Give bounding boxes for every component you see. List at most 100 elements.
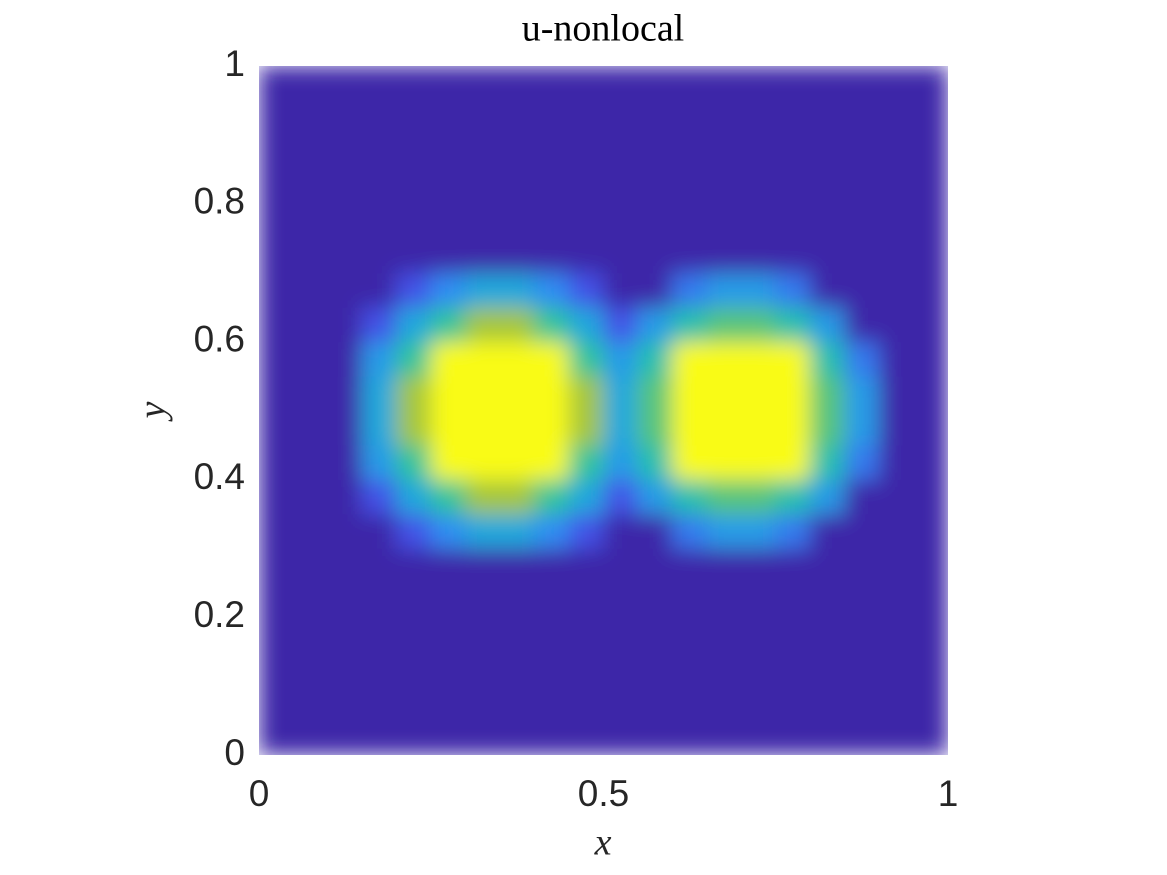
heatmap-cell [465, 237, 501, 274]
heatmap-cell [809, 375, 846, 411]
heatmap-cell [430, 651, 467, 687]
heatmap-cell [568, 616, 604, 653]
heatmap-cell [259, 375, 294, 411]
heatmap-cell [637, 513, 673, 549]
heatmap-cell [809, 306, 846, 343]
heatmap-cell [844, 99, 880, 136]
heatmap-cell [430, 99, 467, 136]
heatmap-cell [534, 410, 570, 446]
heatmap-cell [259, 513, 294, 549]
heatmap-cell [396, 306, 432, 343]
heatmap-cell [327, 168, 363, 205]
heatmap-cell [878, 375, 915, 411]
heatmap-cell [637, 66, 673, 101]
heatmap-cell [465, 306, 501, 343]
heatmap-cell [465, 547, 501, 584]
heatmap-cell [740, 685, 777, 722]
heatmap-cell [671, 513, 708, 549]
y-tick-label: 0 [224, 732, 245, 773]
heatmap-cell [740, 582, 777, 618]
heatmap-cell [327, 720, 363, 755]
heatmap-cell [671, 66, 708, 101]
heatmap-cell [327, 341, 363, 377]
heatmap-cell [809, 685, 846, 722]
y-tick-label: 1 [224, 43, 245, 84]
heatmap-cell [361, 513, 398, 549]
heatmap-cell [499, 513, 536, 549]
y-tick-label: 0.8 [194, 181, 245, 222]
heatmap-cell [465, 513, 501, 549]
axes: 0 0.5 1 0 0.2 0.4 0.6 0.8 1 [194, 43, 959, 814]
heatmap-cell [844, 513, 880, 549]
heatmap-cell [465, 651, 501, 687]
heatmap-cell [809, 168, 846, 205]
heatmap-cell [430, 444, 467, 480]
heatmap-cell [292, 410, 329, 446]
heatmap-cell [844, 685, 880, 722]
heatmap-cell [775, 444, 811, 480]
heatmap-cell [568, 444, 604, 480]
heatmap-cell [671, 375, 708, 411]
heatmap-cell [361, 651, 398, 687]
heatmap-cell [327, 375, 363, 411]
heatmap-cell [809, 720, 846, 755]
heatmap-cell [844, 203, 880, 239]
heatmap-cell [292, 306, 329, 343]
heatmap-cell [361, 203, 398, 239]
heatmap-cell [534, 513, 570, 549]
heatmap-cell [361, 375, 398, 411]
heatmap-cell [568, 168, 604, 205]
heatmap-cell [775, 341, 811, 377]
heatmap-cell [637, 410, 673, 446]
heatmap-cell [568, 66, 604, 101]
heatmap-cell [430, 66, 467, 101]
heatmap-cell [775, 272, 811, 308]
heatmap-cell [292, 203, 329, 239]
heatmap-cell [603, 134, 639, 170]
heatmap-cell [361, 720, 398, 755]
heatmap-cell [809, 444, 846, 480]
x-axis-label: x [594, 822, 612, 864]
heatmap-cell [913, 203, 948, 239]
heatmap-cell [568, 582, 604, 618]
heatmap-cell [637, 547, 673, 584]
heatmap-cell [568, 237, 604, 274]
heatmap-cell [809, 341, 846, 377]
heatmap-cell [706, 66, 742, 101]
heatmap-cell [259, 203, 294, 239]
heatmap-cell [396, 685, 432, 722]
heatmap-cell [878, 341, 915, 377]
heatmap-cell [671, 685, 708, 722]
heatmap-cell [361, 478, 398, 515]
heatmap-cell [430, 582, 467, 618]
heatmap-cell [913, 720, 948, 755]
heatmap-cell [809, 547, 846, 584]
heatmap-cell [706, 341, 742, 377]
heatmap-cell [671, 341, 708, 377]
heatmap-cell [740, 99, 777, 136]
heatmap-cell [637, 272, 673, 308]
heatmap-cell [706, 134, 742, 170]
heatmap-cell [430, 272, 467, 308]
heatmap-cell [568, 513, 604, 549]
heatmap-cell [534, 203, 570, 239]
heatmap-cell [568, 410, 604, 446]
heatmap-cell [740, 237, 777, 274]
heatmap-cell [878, 616, 915, 653]
heatmap-cell [637, 651, 673, 687]
heatmap-cell [534, 168, 570, 205]
heatmap-cell [396, 444, 432, 480]
heatmap-cell [396, 582, 432, 618]
chart-title: u-nonlocal [522, 8, 685, 50]
heatmap-cell [878, 237, 915, 274]
x-tick-label: 1 [938, 773, 959, 814]
heatmap-cell [361, 237, 398, 274]
heatmap-cell [603, 444, 639, 480]
heatmap-cell [396, 478, 432, 515]
heatmap-cell [396, 134, 432, 170]
heatmap-cell [534, 547, 570, 584]
heatmap-cell [844, 237, 880, 274]
heatmap-cell [844, 168, 880, 205]
heatmap-cell [809, 237, 846, 274]
heatmap-cell [361, 134, 398, 170]
